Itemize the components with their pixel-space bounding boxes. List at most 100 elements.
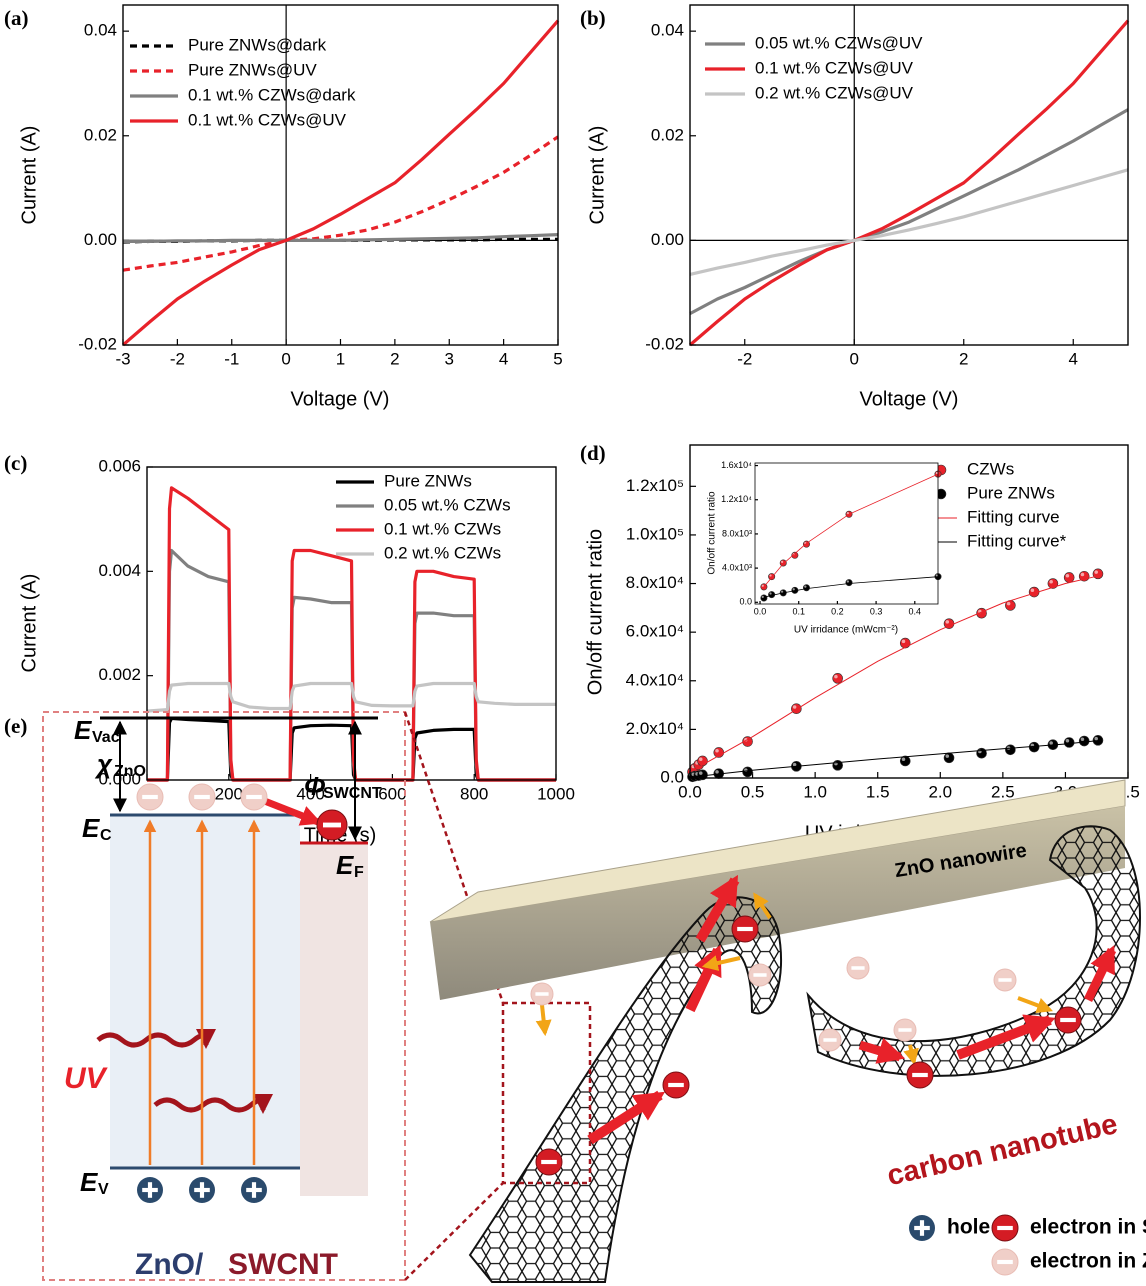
x-tick-label: 1000 (537, 784, 575, 803)
y-axis-label: Current (A) (18, 126, 40, 225)
swcnt-band (300, 843, 368, 1196)
series-line (122, 135, 559, 272)
x-tick-label: -3 (115, 349, 130, 368)
point (1063, 572, 1075, 583)
label-sub: Vac (92, 729, 120, 746)
x-tick-label: 0.5 (741, 782, 765, 801)
point-highlight (945, 754, 950, 758)
legend-label: CZWs (967, 459, 1014, 478)
y-tick-label: 0.00 (651, 230, 684, 249)
x-tick-label: 4 (499, 349, 508, 368)
point-highlight (1006, 601, 1011, 606)
chart: 0.0000.0020.0040.00602004006008001000Tim… (4, 451, 575, 846)
y-tick-label: 0.04 (651, 21, 684, 40)
y-tick-label: 0.02 (651, 125, 684, 144)
panel-label: (a) (4, 6, 29, 30)
inset-chart: 0.0 4.0x10³ 8.0x10³ 1.2x10⁴ 1.6x10⁴ 0.0 0.1 0.2… (707, 460, 942, 636)
x-tick-label: 2 (390, 349, 399, 368)
x-tick-label: -2 (170, 349, 185, 368)
x-tick-label: -1 (224, 349, 239, 368)
label-symbol: χ (94, 749, 113, 779)
minus-sign (1060, 1017, 1076, 1023)
x-tick-label: 1 (336, 349, 345, 368)
transfer-arrow (1017, 996, 1053, 1013)
y-tick-label: 4.0x10⁴ (626, 670, 684, 689)
y-tick-label: 2.0x10⁴ (626, 719, 684, 738)
series-line (763, 576, 939, 598)
legend-label: 0.05 wt.% CZWs@UV (755, 33, 923, 52)
minus-sign (997, 1259, 1013, 1265)
material-label: ZnO/ (135, 1248, 204, 1281)
y-tick-label: 1.2x10⁵ (626, 476, 684, 495)
point-highlight (1065, 739, 1070, 743)
chart: 0.0 2.0x10⁴ 4.0x10⁴ 6.0x10⁴ 8.0x10⁴ 1.0x10⁵ 1.… (580, 441, 1140, 844)
point-highlight (715, 770, 719, 774)
minus-sign (898, 1028, 912, 1032)
label-symbol: E (336, 850, 354, 880)
legend-label: 0.1 wt.% CZWs@UV (188, 110, 347, 129)
point-highlight (1065, 573, 1070, 578)
minus-sign (753, 973, 767, 977)
legend-label: Pure ZNWs@dark (188, 35, 327, 54)
point-highlight (769, 574, 772, 577)
label-sub: V (98, 1181, 109, 1198)
y-tick-label: -0.02 (78, 334, 117, 353)
point-highlight (781, 590, 784, 593)
point-highlight (1080, 737, 1085, 742)
point (943, 752, 955, 764)
point-highlight (1030, 588, 1035, 593)
transfer-arrow (903, 1044, 919, 1066)
transfer-arrow (260, 796, 322, 826)
transfer-arrow (535, 1004, 552, 1037)
plot-frame (754, 462, 939, 605)
minus-sign (323, 822, 341, 828)
minus-sign (997, 1225, 1013, 1231)
plot-frame (122, 4, 559, 346)
y-tick-label: 1.2x10⁴ (721, 494, 752, 504)
minus-sign (194, 794, 210, 800)
zno-band (110, 815, 300, 1168)
legend-label: 0.05 wt.% CZWs (384, 495, 511, 514)
legend-label: electron in ZNW (1030, 1250, 1146, 1273)
zoom-line (404, 1182, 504, 1281)
y-tick-label: 0.0 (739, 597, 752, 607)
legend-label: 0.1 wt.% CZWs@dark (188, 85, 356, 104)
x-axis-label: Voltage (V) (860, 388, 959, 410)
y-tick-label: 6.0x10⁴ (626, 622, 684, 641)
particles (136, 783, 1082, 1276)
legend-label: hole (947, 1216, 990, 1239)
legend-label: 0.1 wt.% CZWs@UV (755, 58, 914, 77)
series-line (121, 19, 560, 347)
x-tick-label: 0 (281, 349, 290, 368)
x-tick-label: 0.0 (754, 606, 767, 616)
point-highlight (901, 757, 906, 761)
panel-label: (b) (580, 6, 606, 30)
y-tick-label: 0.02 (84, 125, 117, 144)
minus-sign (535, 992, 549, 996)
x-tick-label: 0.2 (831, 606, 844, 616)
x-tick-label: -2 (737, 349, 752, 368)
y-tick-label: 4.0x10³ (722, 562, 752, 572)
label-sub: F (354, 864, 364, 881)
y-tick-label: 1.0x10⁵ (626, 524, 684, 543)
x-tick-label: 400 (296, 784, 324, 803)
chart: -0.02 0.00 0.02 0.04 -2 0 2 4 Voltage (V) Current… (580, 4, 1130, 410)
series-line (763, 473, 939, 588)
point-highlight (1094, 736, 1098, 741)
nanotube (468, 896, 783, 1283)
series-line (123, 233, 559, 243)
zoom-box (42, 711, 406, 1281)
point (779, 559, 787, 567)
minus-sign (851, 966, 865, 970)
point-highlight (792, 762, 797, 767)
x-axis-label: UV irridance (mWcm⁻²) (794, 625, 898, 636)
point-highlight (901, 639, 906, 644)
panel-label: (e) (4, 714, 27, 738)
series-line (689, 108, 1129, 316)
legend-label: 0.2 wt.% CZWs@UV (755, 83, 914, 102)
x-tick-label: 1.0 (803, 782, 827, 801)
x-axis-label: Voltage (V) (291, 388, 390, 410)
minus-sign (737, 926, 753, 932)
label-symbol: E (82, 813, 100, 843)
material-label: SWCNT (228, 1248, 338, 1281)
